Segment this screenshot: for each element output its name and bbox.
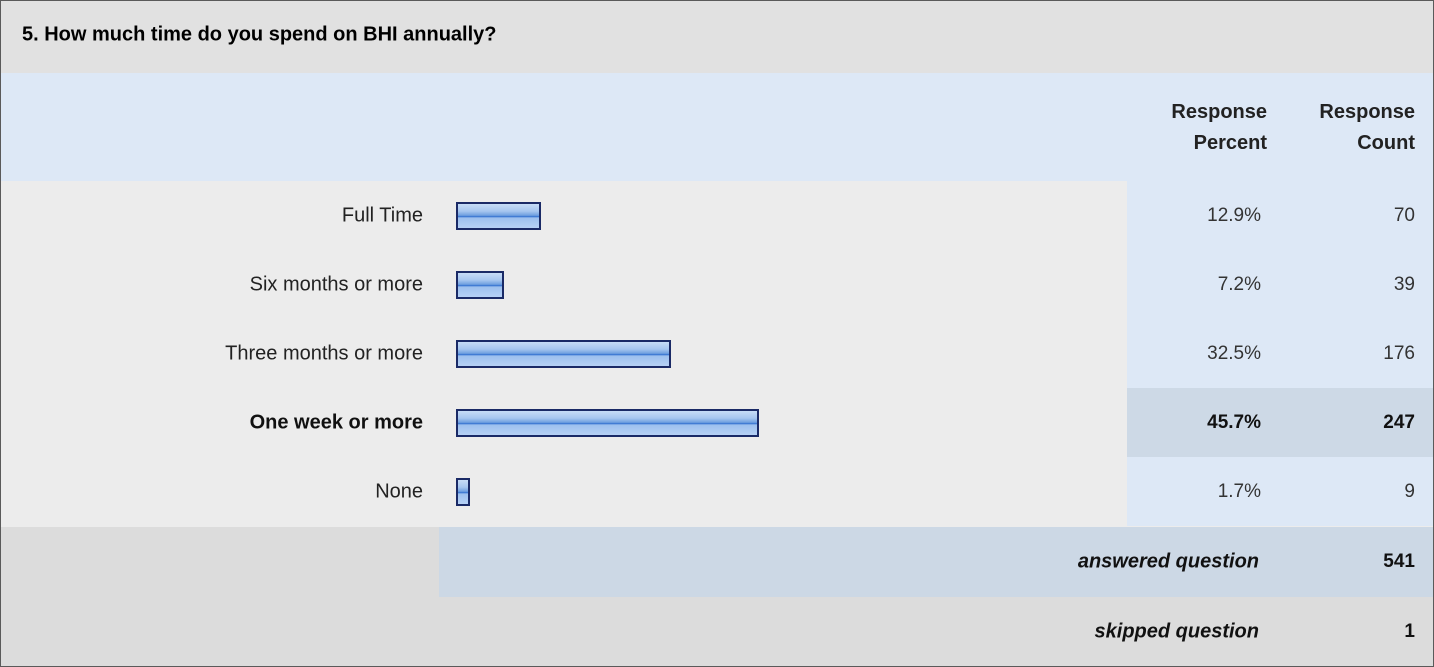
answer-label: One week or more [249,411,423,433]
response-row: Full Time 12.9% 70 [1,181,1433,250]
response-row: None 1.7% 9 [1,457,1433,526]
count-cell: 70 [1281,181,1433,250]
response-count-header-line1: Response [1319,101,1415,123]
answer-label: None [375,480,423,502]
question-title: 5. How much time do you spend on BHI ann… [22,23,497,46]
response-row-highlighted: One week or more 45.7% 247 [1,388,1433,457]
answered-question-label: answered question [1077,550,1259,573]
count-cell: 9 [1281,457,1433,526]
response-percent: 45.7% [1207,411,1261,433]
response-count-header-line2: Count [1357,132,1415,154]
skipped-question-count: 1 [1404,620,1415,642]
skipped-question-label: skipped question [1094,620,1259,642]
response-bar [456,339,671,368]
answered-question-band [439,527,1433,597]
count-cell: 247 [1281,388,1433,457]
response-bar [456,270,504,299]
response-count: 70 [1393,204,1415,226]
response-percent-header-line2: Percent [1193,132,1267,154]
answer-label: Six months or more [249,273,423,295]
percent-cell: 7.2% [1127,250,1281,319]
percent-cell: 12.9% [1127,181,1281,250]
response-count: 39 [1393,273,1415,295]
table-header-row: Response Percent Response Count [1,73,1433,181]
skipped-question-row: skipped question 1 [1,597,1433,666]
answer-label: Three months or more [225,342,423,364]
percent-cell: 32.5% [1127,319,1281,388]
response-row: Three months or more 32.5% 176 [1,319,1433,388]
count-cell: 39 [1281,250,1433,319]
response-bar [456,477,470,506]
response-bar [456,201,541,230]
count-cell: 176 [1281,319,1433,388]
response-count: 176 [1383,342,1415,364]
response-percent-header-line1: Response [1171,101,1267,123]
response-percent: 1.7% [1217,480,1261,502]
response-percent-header: Response Percent [1107,97,1267,159]
response-count: 247 [1383,411,1415,433]
answer-label: Full Time [341,204,423,226]
response-row: Six months or more 7.2% 39 [1,250,1433,319]
question-title-row: 5. How much time do you spend on BHI ann… [1,1,1433,73]
response-percent: 7.2% [1217,273,1261,295]
response-count-header: Response Count [1275,97,1415,159]
response-bar [456,408,759,437]
response-percent: 12.9% [1207,204,1261,226]
percent-cell: 45.7% [1127,388,1281,457]
answered-question-count: 541 [1383,551,1415,572]
response-rows: Full Time 12.9% 70 Six months or more 7.… [1,181,1433,526]
response-count: 9 [1404,480,1415,502]
answered-question-row: answered question 541 [1,527,1433,597]
percent-cell: 1.7% [1127,457,1281,526]
response-percent: 32.5% [1207,342,1261,364]
